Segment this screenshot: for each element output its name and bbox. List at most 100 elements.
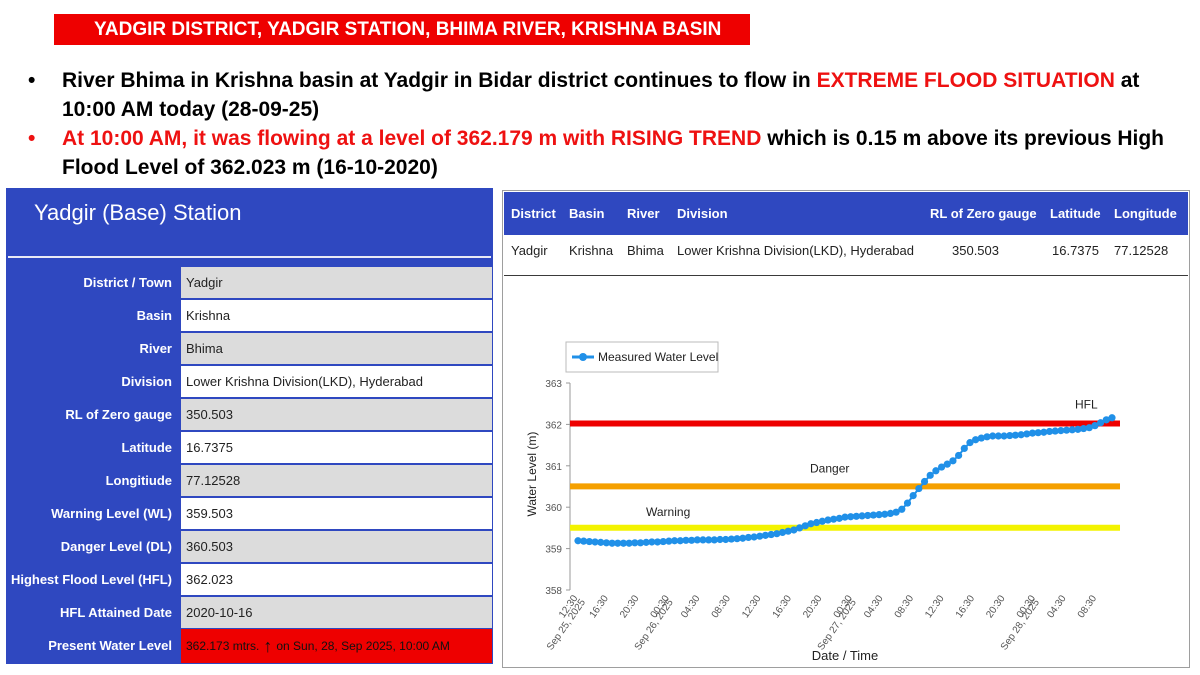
station-row-label: Division (121, 374, 172, 389)
data-point (864, 511, 872, 520)
data-point (659, 537, 667, 546)
data-point (642, 538, 650, 546)
table-header: District Basin River Division RL of Zero… (504, 192, 1188, 235)
data-point (812, 518, 821, 527)
data-point (858, 512, 866, 520)
data-point (1091, 422, 1099, 430)
station-panel: Yadgir (Base) Station District / Town Yad… (6, 188, 493, 664)
col-header-district: District (511, 206, 556, 221)
data-point (881, 510, 889, 518)
data-point (727, 535, 735, 543)
data-point (1102, 416, 1110, 424)
data-point (926, 471, 934, 479)
data-point (1062, 426, 1071, 434)
x-tick-label: 08:30 (710, 593, 734, 620)
data-point (1017, 431, 1025, 439)
station-row-label: RL of Zero gauge (65, 407, 172, 422)
present-level-value: 362.173 mtrs. ↑ on Sun, 28, Sep 2025, 10:0… (181, 629, 492, 663)
data-point (807, 520, 815, 528)
reference-line-label: Warning (646, 505, 690, 519)
bullet-1-highlight: EXTREME FLOOD SITUATION (816, 69, 1115, 92)
data-point (756, 532, 764, 540)
data-point (1097, 419, 1105, 427)
station-row-value: Lower Krishna Division(LKD), Hyderabad (181, 366, 492, 397)
reference-line-label: Danger (810, 461, 849, 475)
station-row-label: River (139, 341, 172, 356)
station-row-label: Longitiude (105, 473, 172, 488)
data-point (841, 513, 849, 521)
data-point (773, 530, 781, 538)
data-point (835, 514, 843, 522)
data-point (653, 538, 662, 546)
table-divider (504, 275, 1188, 276)
bullet-2: • At 10:00 AM, it was flowing at a level… (28, 124, 1178, 182)
data-point (818, 517, 826, 525)
data-point (1006, 431, 1014, 440)
data-point (614, 539, 622, 547)
y-tick-label: 359 (545, 545, 562, 556)
data-point (903, 499, 912, 507)
data-point (619, 539, 628, 547)
data-point (977, 434, 985, 442)
col-header-river: River (627, 206, 660, 221)
data-point (875, 511, 883, 519)
data-point (801, 522, 809, 530)
data-point (943, 460, 951, 468)
x-tick-label: 20:30 (801, 593, 825, 620)
data-point (1045, 427, 1054, 436)
station-row-value: Yadgir (181, 267, 492, 298)
rising-arrow-icon: ↑ (263, 636, 273, 656)
cell-river: Bhima (627, 243, 664, 258)
station-row-value: 362.023 (181, 564, 492, 595)
data-point (636, 539, 645, 547)
data-point (574, 537, 582, 545)
data-point (710, 536, 718, 544)
summary-bullets: • River Bhima in Krishna basin at Yadgir… (28, 66, 1178, 182)
data-point (733, 535, 741, 543)
data-point (682, 536, 690, 544)
title-banner: YADGIR DISTRICT, YADGIR STATION, BHIMA R… (54, 14, 750, 45)
station-row-value: 350.503 (181, 399, 492, 430)
bullet-2-highlight: At 10:00 AM, it was flowing at a level o… (62, 127, 762, 150)
bullet-2-tail: which is 0.15 m above its previous High … (62, 127, 1165, 179)
station-row: District / Town Yadgir (6, 267, 493, 298)
data-point (767, 530, 775, 539)
col-header-basin: Basin (569, 206, 605, 221)
cell-division: Lower Krishna Division(LKD), Hyderabad (677, 243, 914, 258)
data-point (966, 439, 974, 447)
data-point (1000, 432, 1008, 440)
data-point (915, 484, 923, 493)
station-row: Division Lower Krishna Division(LKD), Hyd… (6, 366, 493, 397)
data-point (909, 492, 917, 500)
data-point (591, 538, 599, 546)
cell-latitude: 16.7375 (1052, 243, 1099, 258)
station-row-label: Highest Flood Level (HFL) (10, 572, 172, 587)
legend-marker (579, 353, 587, 361)
col-header-latitude: Latitude (1050, 206, 1101, 221)
bullet-marker: • (28, 69, 36, 92)
station-row: Highest Flood Level (HFL) 362.023 (6, 564, 493, 595)
bullet-1: • River Bhima in Krishna basin at Yadgir… (28, 66, 1178, 124)
station-row-label: HFL Attained Date (60, 605, 172, 620)
col-header-division: Division (677, 206, 728, 221)
banner-text: YADGIR DISTRICT, YADGIR STATION, BHIMA R… (94, 18, 722, 40)
x-tick-label: 04:30 (1045, 593, 1069, 620)
cell-basin: Krishna (569, 243, 614, 258)
data-point (960, 444, 968, 453)
station-row: RL of Zero gauge 350.503 (6, 399, 493, 430)
y-tick-label: 358 (545, 586, 562, 597)
x-tick-label: 20:30 (984, 593, 1008, 620)
station-row-value: Krishna (181, 300, 492, 331)
data-point (790, 526, 798, 534)
data-point (722, 535, 730, 544)
data-point (1068, 426, 1076, 434)
bullet-1-text: River Bhima in Krishna basin at Yadgir i… (62, 69, 817, 92)
data-point (784, 527, 792, 535)
data-point (676, 537, 684, 545)
data-point (1051, 427, 1059, 435)
station-row-label: District / Town (83, 275, 172, 290)
station-divider (8, 256, 491, 258)
data-point (949, 457, 957, 465)
x-tick-label: 12:30 (740, 593, 764, 620)
data-point (670, 537, 679, 545)
